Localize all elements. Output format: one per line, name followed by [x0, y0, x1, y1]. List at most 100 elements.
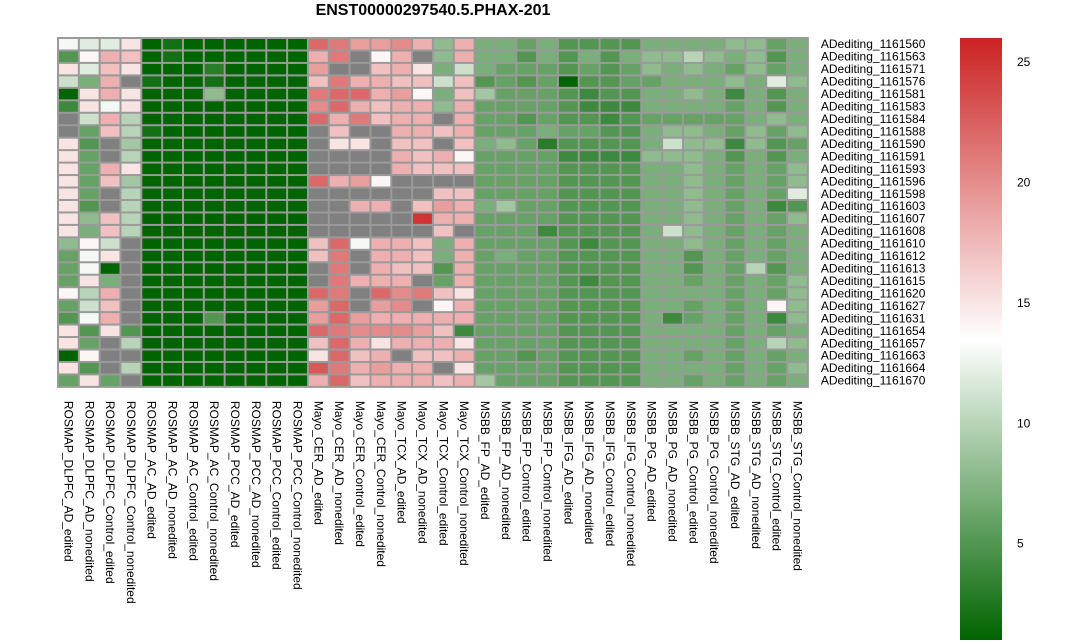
heatmap-cell — [517, 375, 537, 386]
heatmap-cell — [558, 88, 578, 100]
heatmap-cell — [79, 375, 99, 386]
heatmap-cell — [767, 101, 787, 112]
heatmap-cell — [454, 238, 474, 249]
heatmap-cell — [59, 225, 78, 237]
heatmap-cell — [517, 300, 537, 312]
heatmap-cell — [496, 113, 516, 125]
heatmap-cell — [413, 362, 432, 374]
heatmap-cell — [59, 200, 78, 212]
heatmap-cell — [163, 76, 182, 87]
heatmap-cell — [454, 163, 474, 175]
heatmap-cell — [788, 338, 807, 349]
heatmap-cell — [642, 238, 662, 249]
row-label: ADediting_1161663 — [821, 349, 926, 363]
heatmap-cell — [600, 188, 620, 199]
heatmap-cell — [225, 250, 245, 262]
heatmap-cell — [100, 350, 120, 361]
heatmap-cell — [121, 250, 141, 262]
heatmap-cell — [496, 163, 516, 175]
heatmap-cell — [100, 325, 120, 337]
heatmap-cell — [371, 213, 391, 224]
column-label: MSBB_IFG_Control_edited — [603, 401, 617, 546]
heatmap-cell — [433, 126, 453, 137]
heatmap-cell — [225, 225, 245, 237]
heatmap-cell — [225, 313, 245, 324]
heatmap-cell — [475, 350, 495, 361]
heatmap-cell — [683, 76, 703, 87]
heatmap-cell — [100, 76, 120, 87]
heatmap-cell — [496, 76, 516, 87]
heatmap-cell — [663, 63, 682, 75]
heatmap-cell — [142, 350, 162, 361]
heatmap-cell — [392, 238, 412, 249]
heatmap-cell — [663, 275, 682, 287]
heatmap-cell — [225, 188, 245, 199]
heatmap-cell — [767, 76, 787, 87]
heatmap-cell — [246, 375, 266, 386]
heatmap-cell — [350, 188, 370, 199]
heatmap-cell — [100, 138, 120, 150]
heatmap-cell — [329, 362, 349, 374]
heatmap-cell — [642, 362, 662, 374]
heatmap-cell — [475, 300, 495, 312]
heatmap-cell — [704, 375, 724, 386]
heatmap-cell — [329, 188, 349, 199]
heatmap-cell — [517, 362, 537, 374]
column-label: MSBB_STG_AD_nonedited — [749, 401, 763, 549]
heatmap-cell — [496, 288, 516, 299]
heatmap-cell — [704, 238, 724, 249]
heatmap-cell — [725, 313, 745, 324]
heatmap-cell — [142, 263, 162, 274]
heatmap-cell — [663, 113, 682, 125]
column-label: ROSMAP_PCC_AD_nonedited — [249, 401, 263, 568]
heatmap-cell — [142, 225, 162, 237]
heatmap-cell — [100, 88, 120, 100]
heatmap-cell — [163, 238, 182, 249]
heatmap-cell — [496, 225, 516, 237]
heatmap-cell — [183, 213, 203, 224]
heatmap-cell — [225, 176, 245, 187]
heatmap-cell — [350, 225, 370, 237]
heatmap-cell — [454, 375, 474, 386]
heatmap-cell — [413, 225, 432, 237]
heatmap-cell — [704, 39, 724, 50]
heatmap-cell — [288, 300, 307, 312]
heatmap-cell — [642, 151, 662, 162]
heatmap-cell — [600, 51, 620, 62]
heatmap-cell — [621, 213, 641, 224]
heatmap-cell — [246, 350, 266, 361]
heatmap-cell — [59, 325, 78, 337]
heatmap-cell — [725, 238, 745, 249]
heatmap-cell — [183, 151, 203, 162]
heatmap-cell — [663, 238, 682, 249]
heatmap-cell — [746, 188, 766, 199]
heatmap-cell — [288, 375, 307, 386]
column-label: MSBB_FP_AD_nonedited — [499, 401, 513, 540]
heatmap-cell — [392, 338, 412, 349]
heatmap-cell — [183, 88, 203, 100]
heatmap-cell — [329, 375, 349, 386]
heatmap-cell — [621, 375, 641, 386]
heatmap-cell — [267, 101, 287, 112]
heatmap-cell — [683, 250, 703, 262]
heatmap-cell — [288, 325, 307, 337]
column-label: MSBB_IFG_Control_nonedited — [624, 401, 638, 566]
heatmap-cell — [454, 176, 474, 187]
heatmap-cell — [579, 163, 599, 175]
heatmap-cell — [517, 39, 537, 50]
column-label: Mayo_CER_AD_edited — [311, 401, 325, 525]
heatmap-cell — [454, 51, 474, 62]
column-label: ROSMAP_AC_AD_nonedited — [166, 401, 180, 559]
heatmap-cell — [371, 188, 391, 199]
heatmap-cell — [746, 126, 766, 137]
column-label: MSBB_PG_AD_edited — [645, 401, 659, 522]
column-label: MSBB_STG_Control_nonedited — [790, 401, 804, 571]
heatmap-cell — [746, 300, 766, 312]
heatmap-cell — [79, 200, 99, 212]
row-label: ADediting_1161608 — [821, 224, 926, 238]
row-label: ADediting_1161581 — [821, 87, 926, 101]
heatmap-cell — [538, 176, 557, 187]
heatmap-cell — [663, 39, 682, 50]
heatmap-cell — [600, 213, 620, 224]
